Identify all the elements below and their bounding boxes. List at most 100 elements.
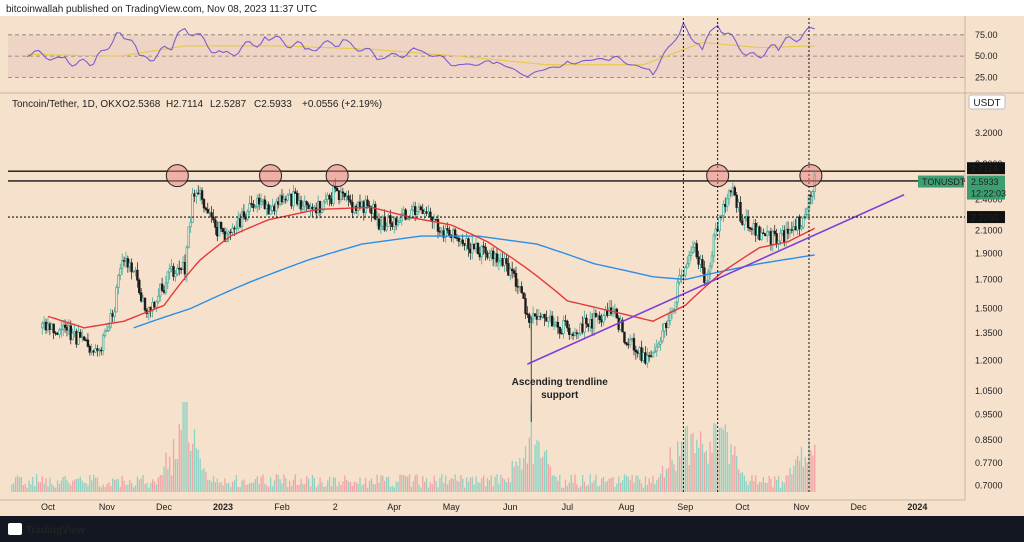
volume-bar bbox=[302, 484, 304, 492]
volume-bar bbox=[551, 475, 553, 492]
candle-body bbox=[784, 228, 788, 243]
candle-body bbox=[307, 204, 310, 210]
volume-bar bbox=[188, 442, 190, 492]
volume-bar bbox=[553, 475, 555, 492]
candle-body bbox=[157, 295, 160, 303]
price-tag-label: 2.7114 bbox=[971, 164, 998, 174]
candle-body bbox=[750, 228, 754, 230]
volume-bar bbox=[30, 484, 32, 492]
volume-bar bbox=[269, 477, 272, 492]
volume-bar bbox=[271, 486, 274, 492]
volume-bar bbox=[802, 466, 804, 492]
volume-bar bbox=[585, 486, 588, 492]
price-tick-label: 0.8500 bbox=[975, 435, 1003, 445]
volume-bar bbox=[119, 486, 121, 492]
volume-bar bbox=[743, 475, 746, 492]
volume-bar bbox=[703, 452, 706, 492]
volume-bar bbox=[294, 474, 296, 492]
candle-body bbox=[691, 247, 695, 253]
candle-body bbox=[389, 215, 392, 224]
volume-bar bbox=[547, 463, 550, 492]
candle-body bbox=[419, 206, 423, 211]
candle-body bbox=[480, 245, 483, 258]
volume-bar bbox=[757, 484, 759, 492]
price-tick-label: 2.1000 bbox=[975, 225, 1003, 235]
volume-bar bbox=[287, 487, 289, 492]
volume-bar bbox=[372, 483, 374, 492]
candle-body bbox=[600, 319, 603, 323]
candle-body bbox=[265, 204, 268, 209]
candle-body bbox=[294, 191, 297, 194]
volume-bar bbox=[233, 480, 236, 492]
candle-body bbox=[533, 313, 537, 317]
top-header-bar bbox=[0, 0, 1024, 16]
candle-body bbox=[655, 346, 658, 352]
volume-bar bbox=[800, 446, 803, 492]
volume-bar bbox=[646, 484, 648, 492]
candle-body bbox=[790, 229, 794, 231]
candle-body bbox=[379, 226, 383, 230]
candle-body bbox=[67, 325, 71, 331]
candle-body bbox=[77, 332, 80, 345]
volume-bar bbox=[235, 475, 238, 492]
candle-body bbox=[353, 205, 356, 213]
volume-bar bbox=[203, 468, 205, 492]
candle-body bbox=[741, 220, 744, 225]
volume-bar bbox=[503, 479, 506, 492]
volume-bar bbox=[395, 481, 397, 492]
time-tick-label: May bbox=[443, 502, 461, 512]
volume-bar bbox=[420, 487, 422, 492]
candle-body bbox=[360, 201, 364, 208]
volume-bar bbox=[768, 475, 770, 492]
candle-body bbox=[73, 331, 76, 334]
volume-bar bbox=[793, 465, 795, 492]
ohlc-value: H2.7114 bbox=[166, 99, 204, 110]
volume-bar bbox=[218, 482, 220, 492]
candle-body bbox=[88, 346, 92, 353]
candle-body bbox=[558, 326, 561, 334]
ticker-tag-label: TONUSDT bbox=[922, 177, 966, 187]
volume-bar bbox=[328, 476, 331, 492]
price-tag-box bbox=[967, 211, 1005, 224]
volume-bar bbox=[184, 402, 186, 492]
candle-body bbox=[636, 351, 639, 354]
volume-bar bbox=[22, 484, 24, 492]
candle-body bbox=[754, 223, 757, 236]
candle-body bbox=[448, 229, 451, 236]
volume-bar bbox=[142, 475, 144, 492]
volume-bar bbox=[562, 487, 565, 492]
candle-body bbox=[330, 198, 333, 204]
candle-body bbox=[421, 209, 424, 214]
candle-body bbox=[219, 222, 223, 229]
volume-bar bbox=[378, 483, 380, 492]
volume-bar bbox=[751, 475, 753, 492]
candle-body bbox=[484, 246, 487, 254]
candle-body bbox=[301, 205, 305, 210]
volume-bar bbox=[273, 480, 276, 492]
candle-body bbox=[699, 259, 702, 265]
candle-body bbox=[164, 282, 168, 293]
candle-body bbox=[267, 204, 270, 215]
candle-body bbox=[731, 187, 735, 193]
candle-body bbox=[82, 336, 86, 341]
candle-body bbox=[217, 222, 221, 237]
candle-body bbox=[708, 265, 712, 273]
volume-bar bbox=[736, 456, 738, 492]
candle-body bbox=[278, 195, 282, 205]
candle-body bbox=[103, 330, 107, 336]
volume-bar bbox=[20, 477, 23, 492]
candle-body bbox=[438, 231, 442, 233]
volume-bar bbox=[117, 478, 120, 492]
volume-bar bbox=[178, 424, 180, 492]
candle-body bbox=[221, 228, 225, 232]
candle-body bbox=[210, 212, 213, 218]
volume-bar bbox=[230, 486, 232, 492]
volume-bar bbox=[760, 482, 763, 492]
volume-bar bbox=[502, 477, 504, 492]
volume-bar bbox=[789, 468, 791, 492]
volume-bar bbox=[387, 476, 390, 492]
volume-bar bbox=[93, 474, 95, 492]
volume-bar bbox=[201, 470, 203, 492]
candle-body bbox=[680, 275, 683, 277]
volume-bar bbox=[195, 448, 198, 492]
